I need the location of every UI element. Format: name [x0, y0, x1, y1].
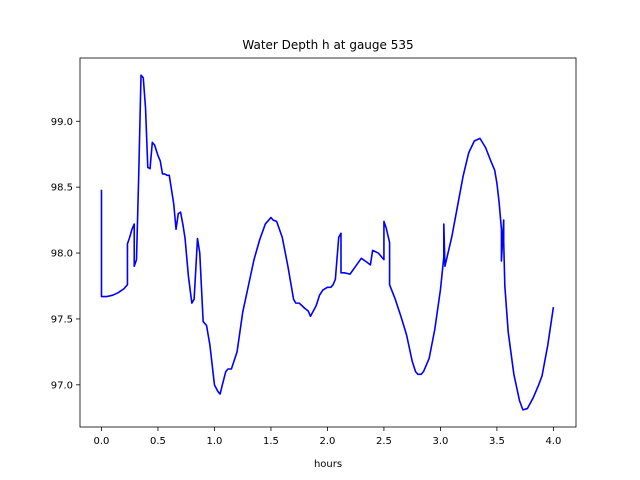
- y-tick-label: 97.0: [51, 380, 73, 391]
- x-axis-label: hours: [314, 459, 342, 470]
- x-tick-label: 2.0: [319, 436, 335, 447]
- x-axis: 0.0 0.5 1.0 1.5 2.0 2.5 3.0 3.5 4.0: [94, 427, 561, 447]
- x-tick-label: 0.0: [94, 436, 110, 447]
- x-tick-label: 2.5: [376, 436, 392, 447]
- x-tick-label: 3.0: [432, 436, 448, 447]
- y-tick-label: 98.0: [51, 249, 73, 260]
- x-tick-label: 1.0: [206, 436, 222, 447]
- y-axis: 97.0 97.5 98.0 98.5 99.0: [51, 117, 80, 391]
- y-tick-label: 97.5: [51, 314, 73, 325]
- y-tick-label: 98.5: [51, 183, 73, 194]
- y-tick-label: 99.0: [51, 117, 73, 128]
- plot-area: [79, 57, 577, 428]
- x-tick-label: 1.5: [263, 436, 279, 447]
- x-tick-label: 3.5: [489, 436, 505, 447]
- chart-title: Water Depth h at gauge 535: [242, 38, 413, 52]
- x-tick-label: 0.5: [150, 436, 166, 447]
- x-tick-label: 4.0: [545, 436, 561, 447]
- axes-frame: [79, 57, 577, 428]
- series-line-0: [100, 74, 555, 411]
